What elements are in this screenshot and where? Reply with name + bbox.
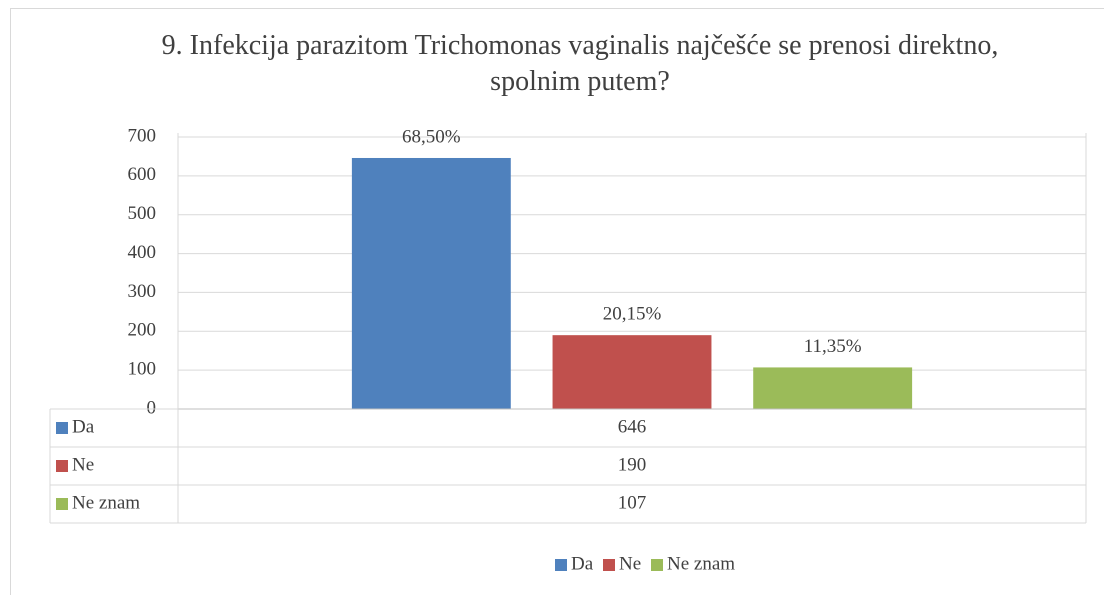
data-label: 11,35%: [804, 336, 862, 357]
y-tick-label: 300: [128, 281, 157, 302]
table-value: 646: [618, 416, 647, 437]
table-series-name: Ne: [72, 454, 94, 475]
legend-key: [56, 422, 68, 434]
bar: [351, 157, 511, 409]
chart-title: 9. Infekcija parazitom Trichomonas vagin…: [161, 30, 999, 97]
table-value: 190: [618, 454, 647, 475]
y-tick-label: 500: [128, 203, 157, 224]
legend-key: [651, 559, 663, 571]
data-label: 20,15%: [603, 304, 662, 325]
bar: [552, 335, 712, 409]
legend-key: [603, 559, 615, 571]
y-tick-label: 200: [128, 320, 157, 341]
legend-key: [56, 460, 68, 472]
table-value: 107: [618, 492, 647, 513]
chart-border: [10, 8, 1104, 595]
y-tick-label: 400: [128, 242, 157, 263]
legend-label: Ne: [619, 553, 641, 574]
legend-key: [56, 498, 68, 510]
bar: [753, 367, 913, 409]
legend-label: Da: [571, 553, 594, 574]
table-series-name: Da: [72, 416, 95, 437]
legend-key: [555, 559, 567, 571]
y-tick-label: 0: [147, 397, 157, 418]
table-series-name: Ne znam: [72, 492, 140, 513]
y-tick-label: 600: [128, 164, 157, 185]
data-label: 68,50%: [402, 126, 461, 147]
y-tick-label: 100: [128, 359, 157, 380]
y-tick-label: 700: [128, 125, 157, 146]
legend-label: Ne znam: [667, 553, 735, 574]
